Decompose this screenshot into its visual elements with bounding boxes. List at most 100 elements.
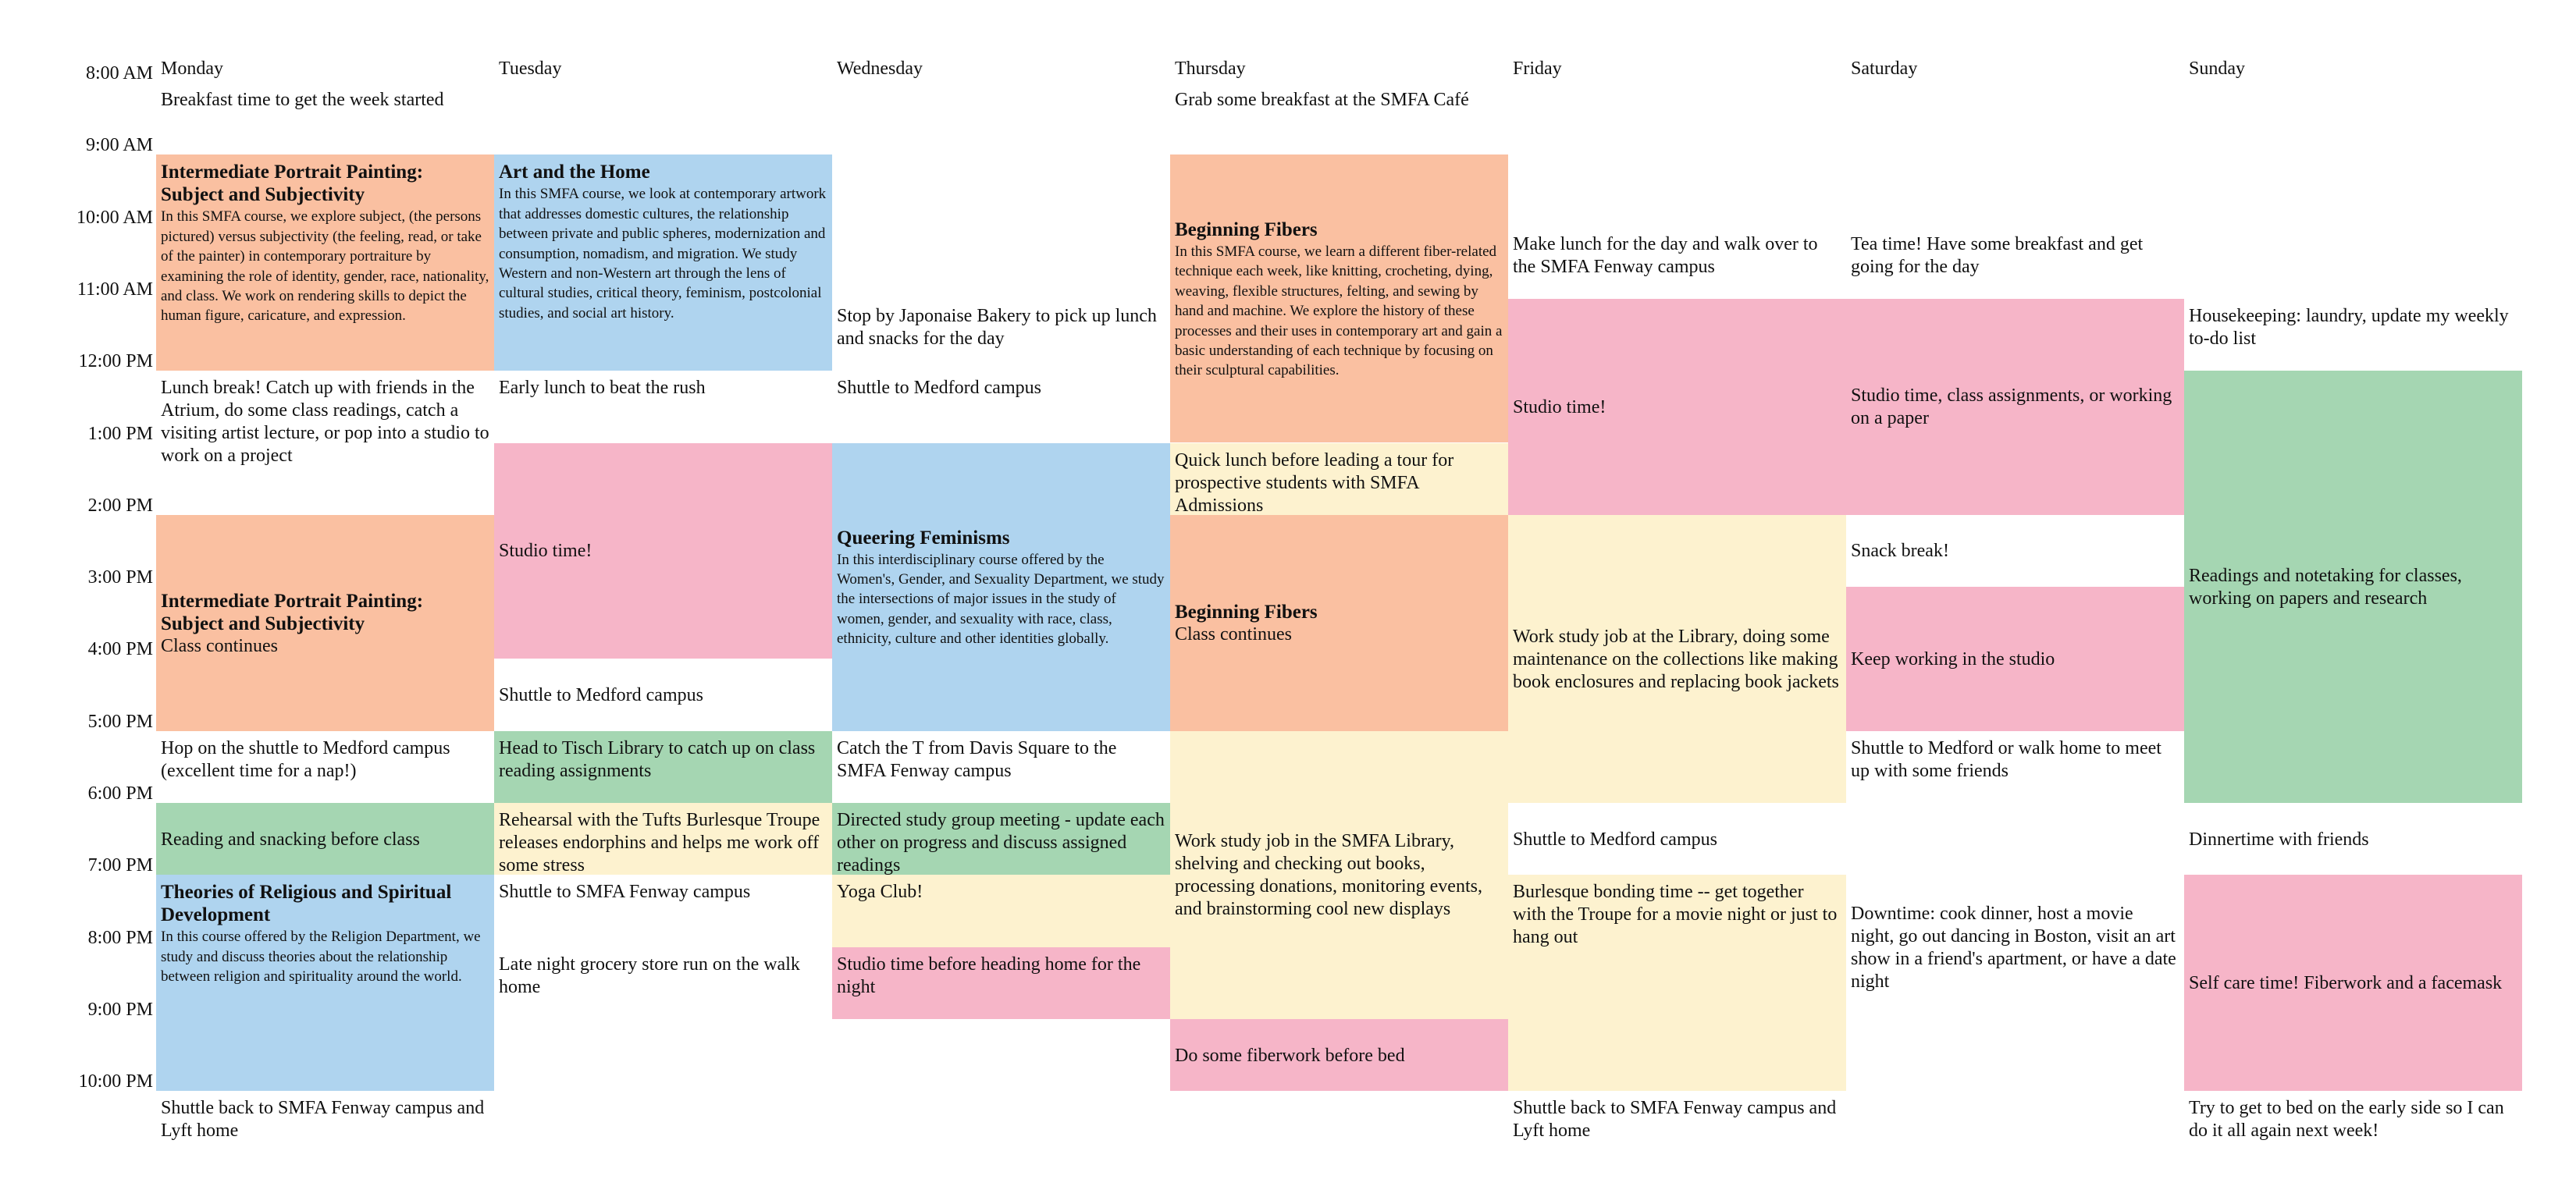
event-text: Yoga Club! (837, 882, 923, 903)
course-title: Queering Feminisms (837, 527, 1010, 549)
event-block: Reading and snacking before class (156, 803, 494, 875)
time-label: 2:00 PM (87, 495, 153, 516)
event-text: Studio time! (1513, 396, 1606, 417)
event-text: Studio time before heading home for the … (837, 954, 1141, 997)
event-block: Yoga Club! (832, 875, 1170, 947)
event-block: Early lunch to beat the rush (494, 371, 832, 443)
event-text: Shuttle to Medford or walk home to meet … (1851, 737, 2161, 781)
day-header-wednesday: Wednesday (837, 59, 923, 79)
event-text: Late night grocery store run on the walk… (499, 954, 800, 997)
event-block: Try to get to bed on the early side so I… (2184, 1091, 2522, 1163)
event-block: Stop by Japonaise Bakery to pick up lunc… (832, 298, 1170, 371)
course-block: Queering Feminisms In this interdisciplin… (832, 442, 1170, 731)
time-label: 11:00 AM (76, 279, 153, 300)
event-text: Housekeeping: laundry, update my weekly … (2189, 305, 2509, 349)
event-block: Lunch break! Catch up with friends in th… (156, 371, 494, 515)
time-label: 8:00 PM (87, 927, 153, 948)
course-block: Intermediate Portrait Painting: Subject … (156, 154, 494, 371)
event-text: Class continues (161, 635, 278, 656)
event-block: Shuttle to Medford campus (494, 659, 832, 731)
course-block: Beginning Fibers In this SMFA course, we … (1170, 154, 1508, 443)
event-block: Work study job in the SMFA Library, shel… (1170, 730, 1508, 1019)
event-block: Tea time! Have some breakfast and get go… (1846, 226, 2184, 299)
course-description: In this course offered by the Religion D… (161, 929, 481, 986)
event-text: Shuttle to Medford campus (499, 685, 703, 706)
event-text: Stop by Japonaise Bakery to pick up lunc… (837, 305, 1157, 349)
event-block: Hop on the shuttle to Medford campus (ex… (156, 730, 494, 803)
event-text: Work study job at the Library, doing som… (1513, 626, 1839, 692)
event-text: Downtime: cook dinner, host a movie nigh… (1851, 903, 2176, 992)
time-label: 9:00 PM (87, 999, 153, 1020)
day-header-friday: Friday (1513, 59, 1562, 79)
event-text: Shuttle to SMFA Fenway campus (499, 882, 751, 903)
event-text: Catch the T from Davis Square to the SMF… (837, 737, 1117, 781)
event-block: Catch the T from Davis Square to the SMF… (832, 730, 1170, 803)
event-block: Shuttle to Medford or walk home to meet … (1846, 730, 2184, 803)
course-block: Beginning Fibers Class continues (1170, 514, 1508, 731)
course-description: In this SMFA course, we look at contempo… (499, 186, 827, 321)
event-block: Shuttle to Medford campus (1508, 803, 1846, 875)
event-block: Burlesque bonding time -- get together w… (1508, 875, 1846, 1092)
day-header-saturday: Saturday (1851, 59, 1918, 79)
event-block: Work study job at the Library, doing som… (1508, 514, 1846, 803)
event-text: Reading and snacking before class (161, 829, 420, 850)
day-header-monday: Monday (161, 59, 223, 79)
course-title: Intermediate Portrait Painting: Subject … (161, 590, 424, 634)
event-block: Do some fiberwork before bed (1170, 1018, 1508, 1092)
event-text: Studio time! (499, 541, 592, 562)
event-block: Shuttle to Medford campus (832, 371, 1170, 443)
event-block: Keep working in the studio (1846, 587, 2184, 731)
time-label: 3:00 PM (87, 567, 153, 588)
time-label: 4:00 PM (87, 639, 153, 660)
course-title: Intermediate Portrait Painting: Subject … (161, 162, 424, 206)
event-text: Breakfast time to get the week started (161, 90, 444, 110)
event-block: Shuttle back to SMFA Fenway campus and L… (156, 1091, 494, 1163)
time-label: 1:00 PM (87, 423, 153, 444)
time-label: 7:00 PM (87, 855, 153, 876)
event-text: Tea time! Have some breakfast and get go… (1851, 233, 2144, 277)
event-text: Early lunch to beat the rush (499, 378, 706, 399)
time-label: 5:00 PM (87, 711, 153, 732)
event-text: Rehearsal with the Tufts Burlesque Troup… (499, 810, 820, 875)
course-block: Intermediate Portrait Painting: Subject … (156, 514, 494, 731)
course-title: Beginning Fibers (1175, 218, 1318, 240)
course-title: Theories of Religious and Spiritual Deve… (161, 882, 452, 926)
event-text: Self care time! Fiberwork and a facemask (2189, 973, 2503, 994)
event-block: Late night grocery store run on the walk… (494, 947, 832, 1019)
day-header-tuesday: Tuesday (499, 59, 562, 79)
event-block: Shuttle back to SMFA Fenway campus and L… (1508, 1091, 1846, 1163)
event-text: Shuttle back to SMFA Fenway campus and L… (161, 1098, 485, 1142)
event-block: Self care time! Fiberwork and a facemask (2184, 875, 2522, 1092)
event-block: Studio time! (494, 442, 832, 659)
event-text: Burlesque bonding time -- get together w… (1513, 882, 1838, 948)
event-text: Class continues (1175, 624, 1292, 645)
event-text: Hop on the shuttle to Medford campus (ex… (161, 737, 450, 781)
course-description: In this SMFA course, we explore subject,… (161, 208, 489, 325)
course-description: In this interdisciplinary course offered… (837, 551, 1165, 648)
event-text: Readings and notetaking for classes, wor… (2189, 566, 2462, 609)
event-text: Try to get to bed on the early side so I… (2189, 1098, 2504, 1142)
event-block: Make lunch for the day and walk over to … (1508, 226, 1846, 299)
event-block: Directed study group meeting - update ea… (832, 803, 1170, 875)
event-text: Snack break! (1851, 541, 1949, 562)
time-label: 6:00 PM (87, 783, 153, 804)
event-block: Readings and notetaking for classes, wor… (2184, 371, 2522, 803)
course-title: Beginning Fibers (1175, 602, 1318, 623)
event-text: Make lunch for the day and walk over to … (1513, 233, 1818, 277)
course-description: In this SMFA course, we learn a differen… (1175, 243, 1503, 379)
event-block: Studio time! (1508, 298, 1846, 515)
course-block: Art and the Home In this SMFA course, we … (494, 154, 832, 371)
event-block: Breakfast time to get the week started (156, 83, 494, 155)
day-header-sunday: Sunday (2189, 59, 2245, 79)
event-block: Dinnertime with friends (2184, 803, 2522, 875)
event-text: Work study job in the SMFA Library, shel… (1175, 831, 1482, 920)
event-block: Studio time before heading home for the … (832, 947, 1170, 1019)
event-text: Studio time, class assignments, or worki… (1851, 385, 2172, 429)
event-block: Grab some breakfast at the SMFA Café (1170, 83, 1508, 155)
course-title: Art and the Home (499, 162, 650, 183)
event-block: Shuttle to SMFA Fenway campus (494, 875, 832, 947)
event-text: Dinnertime with friends (2189, 829, 2369, 850)
event-block: Quick lunch before leading a tour for pr… (1170, 442, 1508, 515)
time-label: 10:00 AM (76, 207, 153, 228)
